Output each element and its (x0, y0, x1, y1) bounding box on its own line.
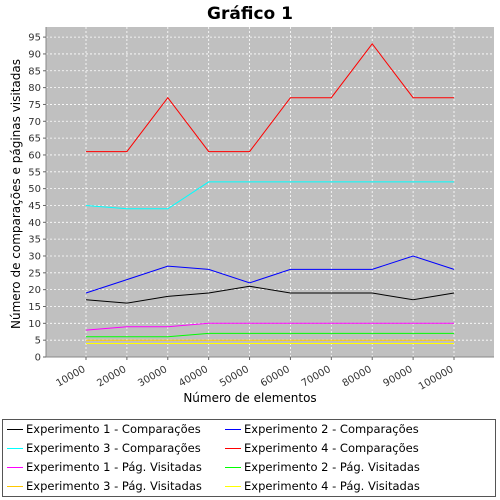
series-line-6 (86, 332, 454, 338)
y-tick-label: 15 (28, 302, 41, 313)
series-line-3 (85, 181, 454, 210)
legend-label: Experimento 2 - Comparações (244, 422, 419, 436)
legend-swatch (225, 447, 241, 449)
series-lines (85, 42, 455, 344)
legend-swatch (7, 485, 23, 487)
legend-label: Experimento 4 - Comparações (244, 441, 419, 455)
series-line-2 (85, 255, 455, 294)
y-tick-label: 30 (28, 251, 41, 262)
legend-label: Experimento 4 - Pág. Visitadas (244, 479, 420, 493)
x-tick-label: 40000 (177, 364, 210, 389)
legend-item: Experimento 3 - Pág. Visitadas (7, 477, 202, 495)
legend-item: Experimento 4 - Comparações (225, 439, 419, 457)
grid-lines (46, 27, 494, 358)
x-tick-labels: 10000 20000 30000 40000 50000 60000 70000 80000… (54, 357, 456, 393)
x-tick-label: 30000 (136, 364, 169, 389)
legend-swatch (225, 428, 241, 430)
x-tick-label: 80000 (341, 364, 374, 389)
axes (45, 27, 494, 358)
x-axis-label: Número de elementos (183, 391, 316, 405)
chart-title: Gráfico 1 (207, 4, 293, 24)
x-tick-label: 60000 (259, 364, 292, 389)
legend-label: Experimento 2 - Pág. Visitadas (244, 460, 420, 474)
y-tick-labels: 0 5 10 15 20 25 30 35 40 45 50 55 60 65 70 75 80 85 90 95 (28, 33, 46, 364)
legend-label: Experimento 1 - Comparações (26, 422, 201, 436)
x-tick-label: 50000 (218, 364, 251, 389)
legend-item: Experimento 1 - Comparações (7, 420, 201, 438)
y-tick-label: 75 (28, 100, 41, 111)
line-chart: Gráfico 1 0 5 10 15 20 25 30 35 40 45 50 55 60 65 70 75… (9, 4, 494, 405)
y-tick-label: 10 (28, 319, 41, 330)
legend-item: Experimento 1 - Pág. Visitadas (7, 458, 202, 476)
y-axis-label: Número de comparações e páginas visitada… (9, 59, 23, 329)
y-tick-label: 80 (28, 83, 41, 94)
legend-swatch (225, 466, 241, 468)
x-tick-label: 20000 (95, 364, 128, 389)
y-tick-label: 35 (28, 235, 41, 246)
y-tick-label: 40 (28, 218, 41, 229)
legend-label: Experimento 3 - Comparações (26, 441, 201, 455)
legend-item: Experimento 3 - Comparações (7, 439, 201, 457)
legend-swatch (7, 466, 23, 468)
y-tick-label: 50 (28, 184, 41, 195)
y-tick-label: 5 (35, 336, 41, 347)
x-tick-label: 100000 (417, 364, 456, 393)
legend-swatch (7, 428, 23, 430)
legend-label: Experimento 3 - Pág. Visitadas (26, 479, 202, 493)
legend-swatch (7, 447, 23, 449)
y-tick-label: 20 (28, 285, 41, 296)
y-tick-label: 45 (28, 201, 41, 212)
y-tick-label: 55 (28, 167, 41, 178)
y-tick-label: 70 (28, 117, 41, 128)
y-tick-label: 25 (28, 268, 41, 279)
y-tick-label: 90 (28, 49, 41, 60)
series-line-1 (85, 285, 455, 304)
series-line-4 (86, 42, 454, 153)
legend: Experimento 1 - Comparações Experimento 2… (2, 419, 496, 497)
y-tick-label: 95 (28, 33, 41, 44)
y-tick-label: 65 (28, 134, 41, 145)
legend-item: Experimento 2 - Pág. Visitadas (225, 458, 420, 476)
legend-label: Experimento 1 - Pág. Visitadas (26, 460, 202, 474)
legend-swatch (225, 485, 241, 487)
y-tick-label: 0 (35, 353, 41, 364)
y-tick-label: 85 (28, 66, 41, 77)
x-tick-label: 10000 (54, 364, 87, 389)
x-tick-label: 90000 (382, 364, 415, 389)
plot-area (46, 27, 494, 357)
legend-item: Experimento 2 - Comparações (225, 420, 419, 438)
y-tick-label: 60 (28, 150, 41, 161)
legend-item: Experimento 4 - Pág. Visitadas (225, 477, 420, 495)
series-line-5 (85, 322, 454, 331)
x-tick-label: 70000 (300, 364, 333, 389)
